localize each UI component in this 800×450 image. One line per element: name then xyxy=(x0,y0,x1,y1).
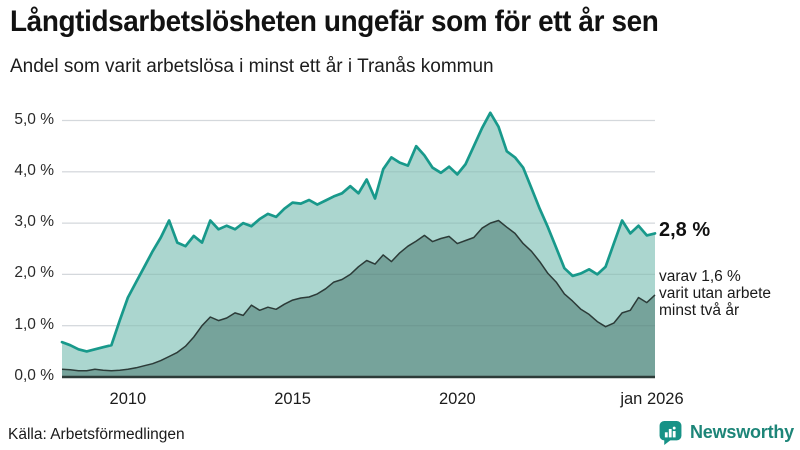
two-year-note-line2: varit utan arbete xyxy=(659,285,772,302)
two-year-note-line3: minst två år xyxy=(659,302,740,319)
newsworthy-logo[interactable]: Newsworthy xyxy=(658,420,794,445)
source-credit: Källa: Arbetsförmedlingen xyxy=(8,426,185,443)
newsworthy-logo-icon xyxy=(658,420,683,445)
two-year-note-line1: varav 1,6 % xyxy=(659,268,741,285)
chart-subtitle: Andel som varit arbetslösa i minst ett å… xyxy=(10,56,494,77)
two-year-note: varav 1,6 % varit utan arbete minst två … xyxy=(659,268,771,319)
latest-value-label: 2,8 % xyxy=(659,219,711,241)
page-title: Långtidsarbetslösheten ungefär som för e… xyxy=(10,5,659,38)
newsworthy-logo-text: Newsworthy xyxy=(689,422,794,442)
